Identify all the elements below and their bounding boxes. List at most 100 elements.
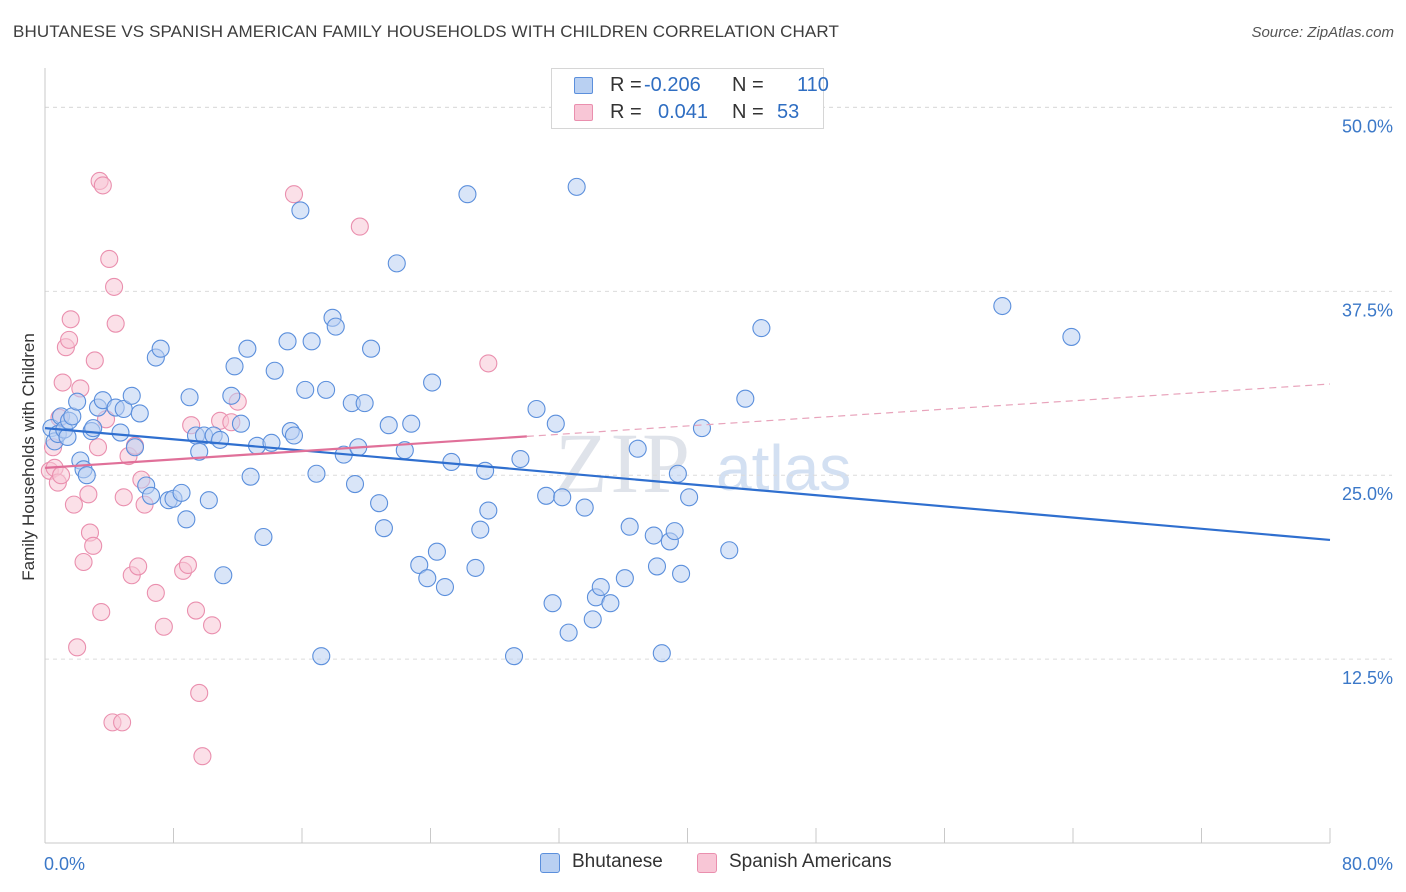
data-point: [423, 373, 442, 392]
r-value: 0.041: [658, 101, 709, 123]
data-point: [345, 474, 365, 494]
data-point: [151, 339, 170, 358]
data-point: [993, 296, 1012, 316]
legend-swatch-bhutanese: [540, 853, 560, 873]
data-point: [647, 557, 667, 576]
data-points: [40, 171, 1081, 766]
data-point: [546, 414, 565, 433]
n-label: N =: [732, 74, 764, 96]
data-point: [214, 566, 233, 585]
data-point: [355, 394, 374, 413]
data-point: [61, 310, 80, 329]
data-point: [193, 747, 212, 766]
data-point: [553, 488, 572, 507]
r-label: R =: [610, 74, 642, 96]
y-tick-label: 37.5%: [1342, 300, 1393, 320]
x-tick-label: 0.0%: [44, 854, 85, 874]
gridlines: [45, 106, 1392, 660]
data-point: [172, 483, 191, 502]
data-point: [350, 217, 369, 236]
data-point: [84, 536, 103, 555]
data-point: [591, 577, 610, 597]
data-point: [113, 713, 132, 732]
n-label: N =: [732, 101, 764, 123]
data-point: [435, 577, 455, 597]
data-point: [511, 449, 530, 469]
r-label: R =: [610, 101, 642, 123]
data-point: [527, 399, 546, 419]
data-point: [620, 517, 639, 536]
axes: [44, 68, 1331, 844]
legend-swatch-spanish-americans: [697, 853, 717, 873]
data-point: [68, 392, 87, 411]
data-point: [178, 555, 198, 575]
data-point: [60, 330, 79, 349]
chart-source: Source: ZipAtlas.com: [1251, 24, 1394, 41]
data-point: [190, 683, 209, 702]
watermark: ZIP atlas: [555, 415, 851, 511]
data-point: [141, 486, 161, 505]
data-point: [284, 426, 304, 445]
data-point: [326, 317, 345, 336]
data-point: [114, 488, 133, 507]
data-point: [186, 601, 206, 620]
y-tick-label: 25.0%: [1342, 484, 1393, 504]
data-point: [458, 185, 477, 204]
data-point: [374, 519, 393, 538]
data-point: [543, 594, 562, 613]
data-point: [92, 602, 111, 622]
data-point: [575, 498, 594, 517]
data-point: [199, 491, 218, 510]
data-point: [77, 466, 96, 485]
n-value: 110: [797, 74, 829, 96]
data-point: [93, 176, 112, 195]
data-point: [296, 380, 315, 399]
data-point: [100, 249, 119, 269]
data-point: [222, 386, 241, 405]
data-point: [53, 373, 72, 392]
data-point: [362, 339, 381, 358]
r-value: -0.206: [644, 74, 701, 96]
data-point: [559, 623, 578, 642]
legend-label-spanish-americans: Spanish Americans: [729, 851, 892, 872]
data-point: [479, 354, 498, 373]
data-point: [265, 361, 284, 380]
data-point: [628, 439, 647, 458]
data-point: [567, 177, 586, 196]
data-point: [317, 380, 336, 399]
trend-lines: [44, 383, 1331, 542]
data-point: [680, 488, 699, 507]
data-point: [720, 541, 739, 560]
data-point: [615, 569, 634, 588]
data-point: [180, 388, 199, 407]
trend-line: [44, 435, 527, 469]
data-point: [122, 386, 141, 405]
data-point: [752, 319, 771, 338]
trend-line-extension: [526, 383, 1331, 438]
x-tick-label: 80.0%: [1342, 854, 1393, 874]
data-point: [410, 555, 429, 575]
data-point: [52, 466, 71, 485]
data-point: [225, 357, 244, 376]
data-point: [85, 351, 104, 370]
data-point: [106, 314, 125, 333]
data-point: [668, 464, 687, 483]
data-point: [418, 569, 437, 588]
data-point: [537, 486, 556, 505]
stats-swatch-spanish: [574, 104, 593, 121]
watermark-zip: ZIP: [555, 415, 693, 511]
data-point: [64, 495, 83, 514]
legend-label-bhutanese: Bhutanese: [572, 851, 663, 872]
data-point: [307, 464, 326, 483]
data-point: [479, 501, 498, 520]
data-point: [203, 616, 222, 635]
chart-title: BHUTANESE VS SPANISH AMERICAN FAMILY HOU…: [13, 22, 839, 41]
data-point: [466, 558, 485, 577]
data-point: [231, 414, 251, 433]
y-tick-label: 12.5%: [1342, 668, 1393, 688]
data-point: [125, 438, 144, 457]
data-point: [601, 594, 620, 613]
y-axis-label: Family Households with Children: [19, 333, 38, 581]
data-point: [652, 644, 671, 663]
